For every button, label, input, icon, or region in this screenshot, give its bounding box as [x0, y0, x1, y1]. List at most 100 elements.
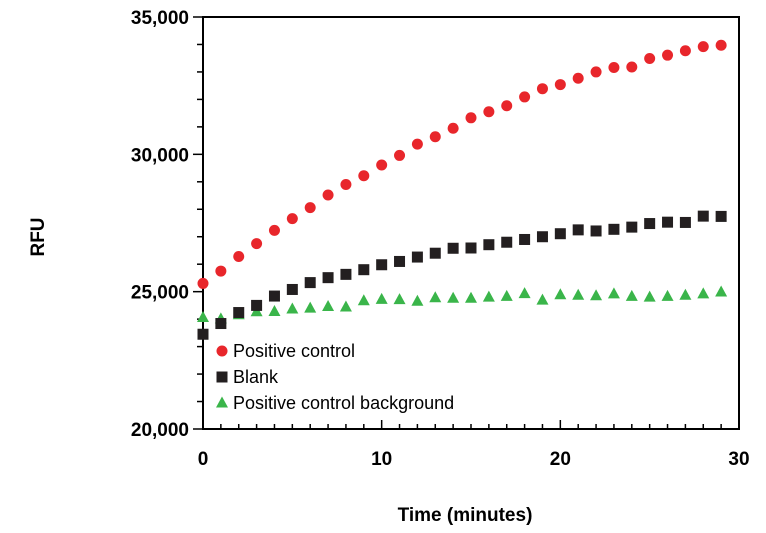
data-point-circle	[429, 131, 441, 143]
data-point-circle	[662, 49, 674, 61]
data-point-triangle	[661, 289, 674, 301]
series-triangle	[197, 285, 728, 324]
data-point-square	[572, 224, 584, 236]
x-tick-label: 20	[550, 449, 571, 470]
data-point-triangle	[500, 289, 513, 301]
data-point-square	[340, 268, 352, 280]
data-point-square	[304, 277, 316, 289]
data-point-triangle	[268, 304, 281, 316]
data-point-triangle	[322, 299, 335, 311]
data-point-triangle	[482, 290, 495, 302]
data-point-circle	[715, 39, 727, 51]
data-point-square	[411, 251, 423, 263]
legend: Positive control Blank Positive control ba…	[216, 341, 454, 413]
data-point-triangle	[697, 287, 710, 299]
data-point-circle	[376, 159, 388, 171]
data-point-circle	[340, 179, 352, 191]
data-point-circle	[411, 138, 423, 150]
data-point-triangle	[518, 287, 531, 299]
data-point-circle	[286, 213, 298, 225]
data-point-square	[536, 231, 548, 243]
y-tick-label: 25,000	[131, 283, 189, 304]
data-point-square	[465, 242, 477, 254]
data-point-circle	[483, 106, 495, 118]
data-point-square	[268, 290, 280, 302]
data-point-circle	[554, 79, 566, 91]
data-point-square	[447, 242, 459, 254]
data-point-circle	[536, 83, 548, 95]
data-point-triangle	[572, 288, 585, 300]
data-point-triangle	[715, 285, 728, 297]
data-point-triangle	[447, 291, 460, 303]
y-axis-label: RFU	[28, 217, 49, 256]
data-point-square	[233, 307, 245, 319]
data-point-square	[483, 239, 495, 251]
y-tick-label: 30,000	[131, 145, 189, 166]
data-point-square	[394, 255, 406, 267]
plot-marks	[197, 39, 728, 340]
data-point-triangle	[607, 287, 620, 299]
data-point-square	[501, 236, 513, 248]
data-point-square	[662, 216, 674, 228]
data-point-square	[608, 223, 620, 235]
y-tick-label: 20,000	[131, 420, 189, 441]
data-point-circle	[447, 122, 459, 134]
x-tick-label: 0	[198, 449, 209, 470]
series-square	[197, 210, 727, 340]
data-point-triangle	[590, 289, 603, 301]
data-point-triangle	[536, 293, 549, 305]
x-tick-label: 30	[728, 449, 749, 470]
data-point-triangle	[411, 294, 424, 306]
data-point-circle	[572, 72, 584, 84]
y-tick-label: 35,000	[131, 8, 189, 29]
data-point-square	[715, 210, 727, 222]
data-point-square	[644, 218, 656, 230]
data-point-square	[697, 210, 709, 222]
plot-frame	[202, 16, 740, 430]
data-point-square	[376, 259, 388, 271]
data-point-square	[286, 283, 298, 295]
legend-marker-circle	[216, 345, 228, 357]
data-point-triangle	[286, 302, 299, 314]
data-point-circle	[679, 45, 691, 57]
data-point-square	[554, 228, 566, 240]
data-point-triangle	[304, 301, 317, 313]
data-point-circle	[197, 277, 209, 289]
series-circle	[197, 39, 727, 289]
data-point-circle	[251, 238, 263, 250]
data-point-square	[215, 318, 227, 330]
data-point-triangle	[375, 292, 388, 304]
data-point-square	[251, 299, 263, 311]
legend-label: Positive control background	[233, 393, 454, 413]
x-axis-label: Time (minutes)	[398, 505, 533, 526]
data-point-circle	[304, 202, 316, 214]
data-point-circle	[358, 170, 370, 182]
data-point-triangle	[643, 290, 656, 302]
data-point-triangle	[554, 288, 567, 300]
data-point-square	[679, 216, 691, 228]
data-point-circle	[465, 112, 477, 124]
x-tick-label: 10	[371, 449, 392, 470]
data-point-triangle	[393, 293, 406, 305]
data-point-circle	[608, 62, 620, 74]
data-point-circle	[519, 91, 531, 103]
data-point-square	[626, 221, 638, 233]
plot-axes: 0 10 20 30 20,000 25,000 30,000 35,000	[131, 8, 750, 470]
data-point-square	[322, 272, 334, 284]
data-point-triangle	[357, 294, 370, 306]
data-point-circle	[268, 224, 280, 236]
data-point-triangle	[429, 291, 442, 303]
data-point-triangle	[625, 289, 638, 301]
legend-label: Blank	[233, 367, 279, 387]
data-point-square	[358, 264, 370, 276]
data-point-circle	[697, 41, 709, 53]
data-point-triangle	[339, 300, 352, 312]
data-point-circle	[590, 66, 602, 78]
data-point-triangle	[679, 288, 692, 300]
data-point-circle	[233, 251, 245, 263]
data-point-circle	[215, 265, 227, 277]
legend-marker-triangle	[216, 396, 228, 408]
data-point-square	[197, 328, 209, 340]
data-point-square	[429, 247, 441, 259]
